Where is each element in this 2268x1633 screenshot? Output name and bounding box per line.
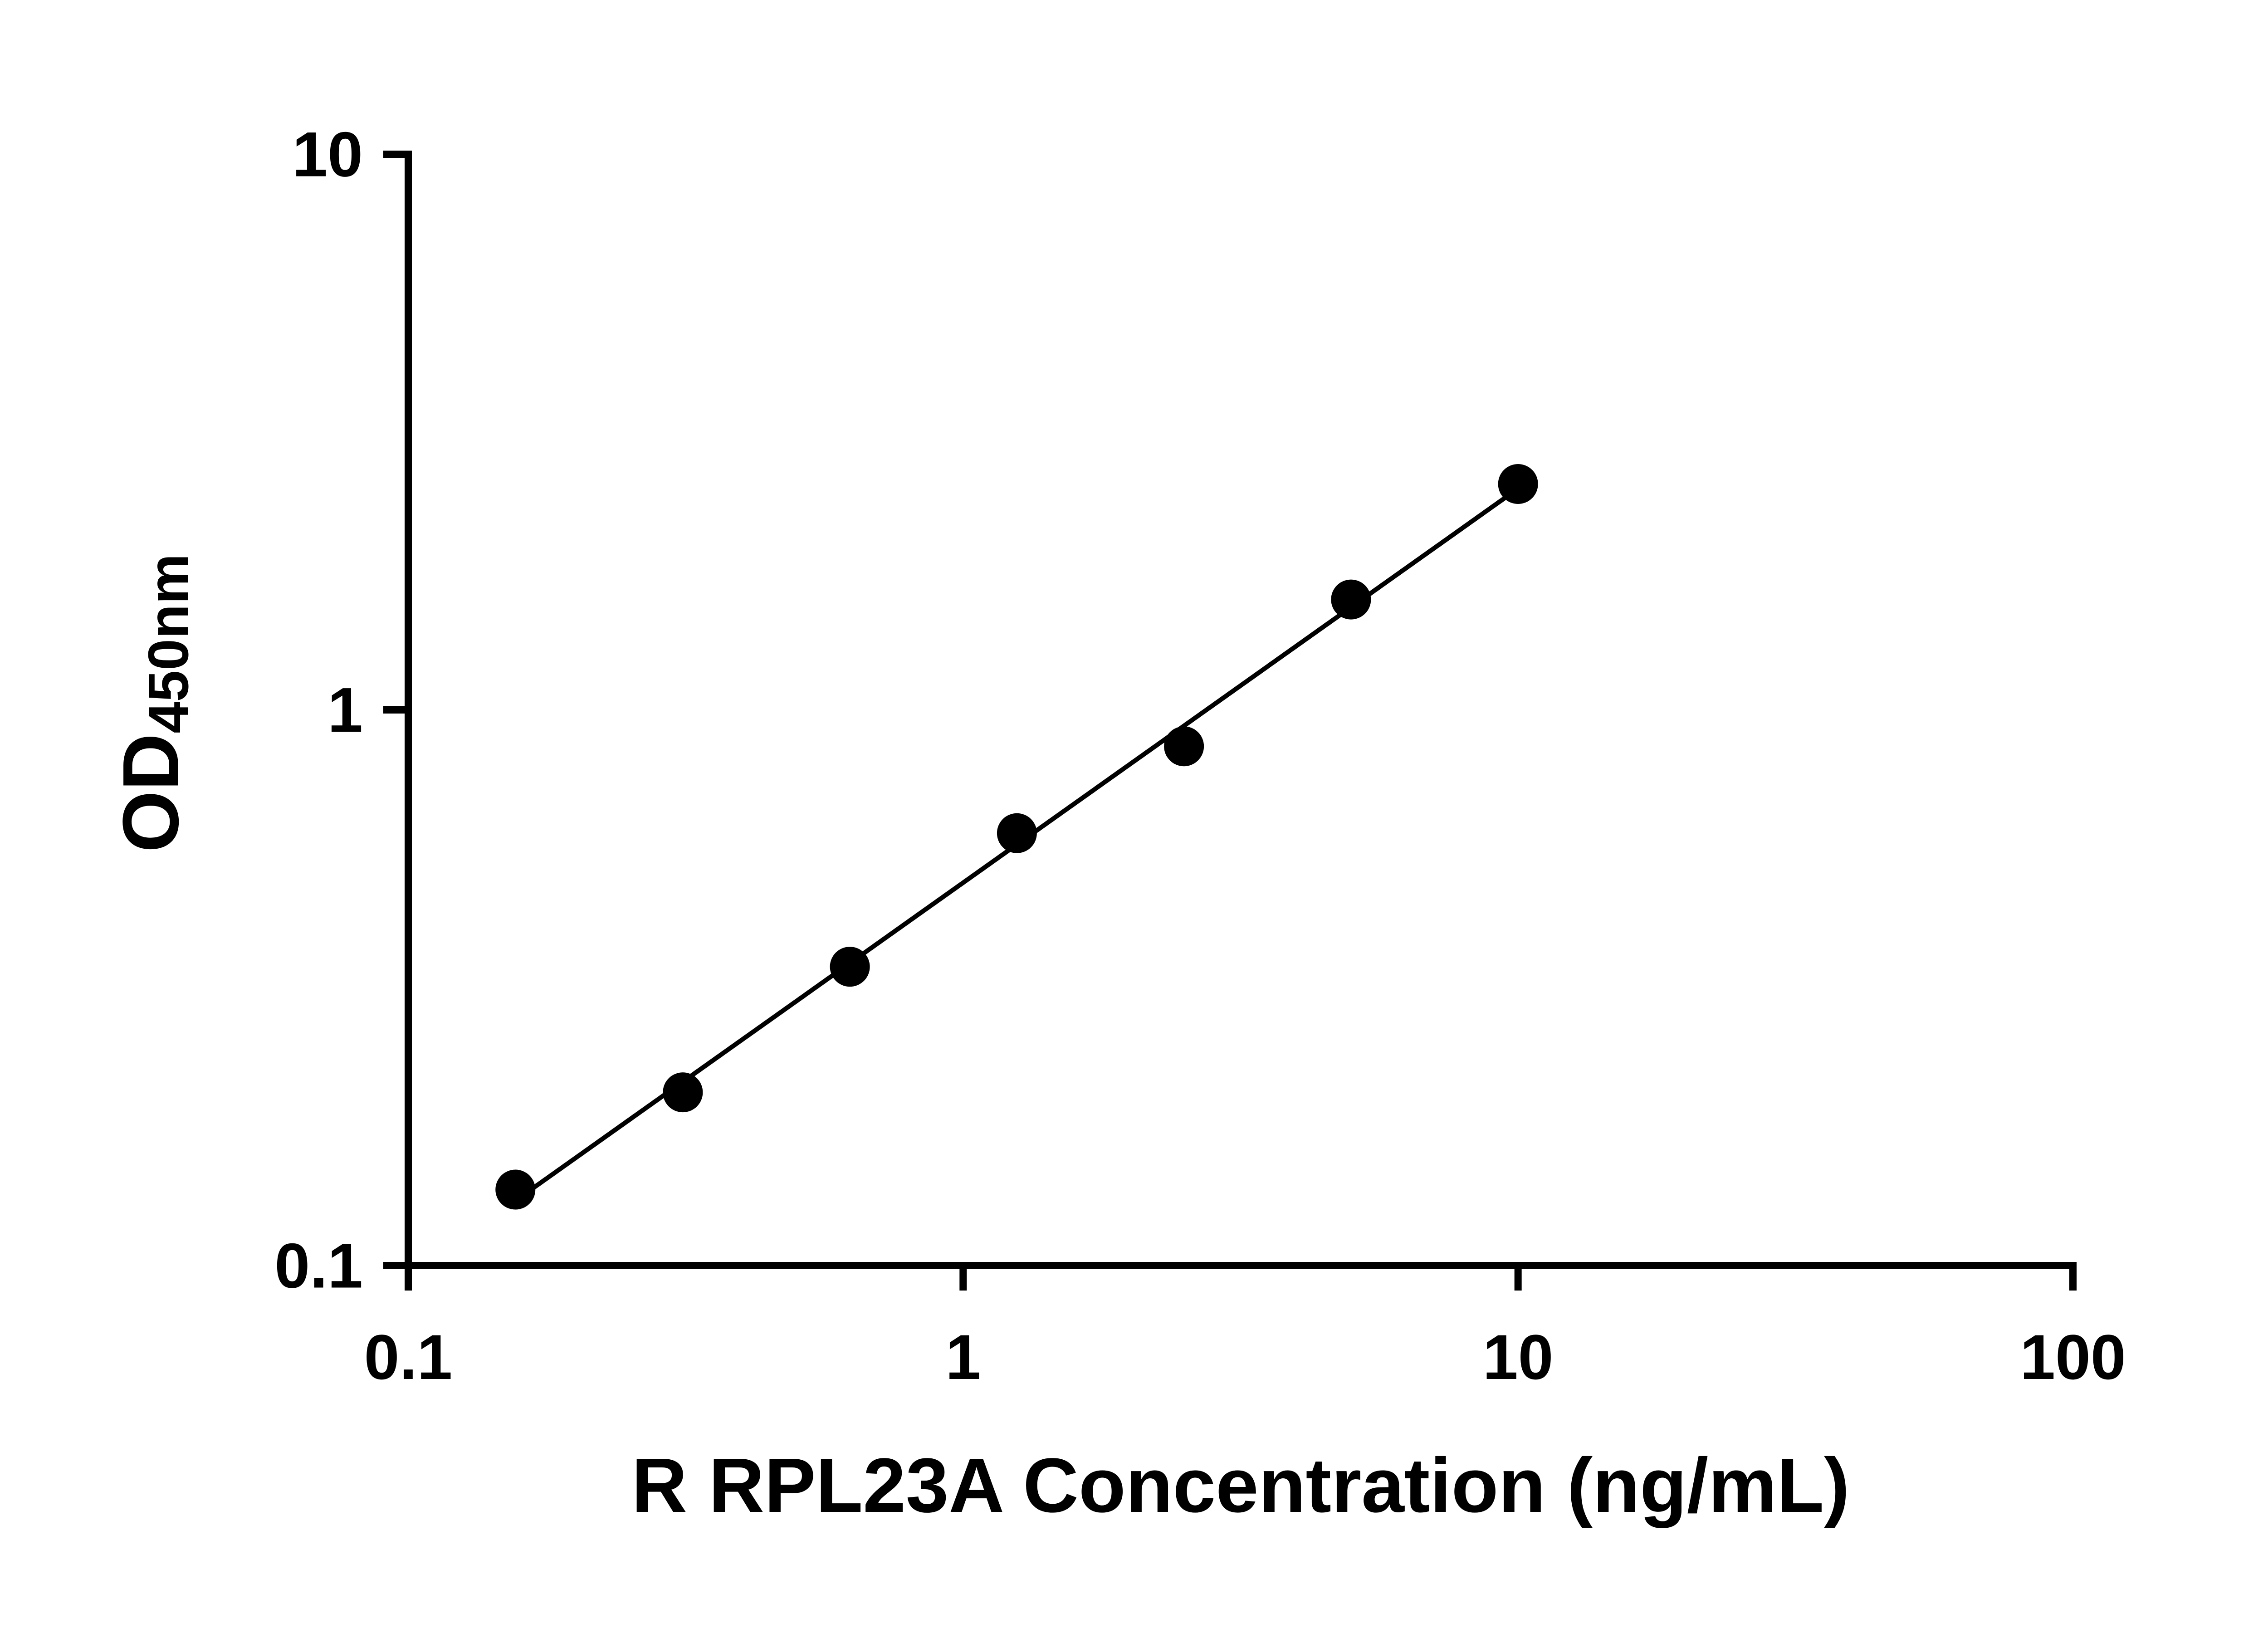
y-axis-title: OD450nm	[107, 553, 200, 853]
y-axis-title-main: OD	[107, 733, 196, 853]
x-tick-label: 0.1	[364, 1321, 453, 1393]
x-tick-label: 10	[1483, 1321, 1554, 1393]
x-axis-title: R RPL23A Concentration (ng/mL)	[631, 1442, 1850, 1529]
y-tick-label: 10	[292, 119, 363, 190]
data-point	[1331, 579, 1371, 620]
data-point	[830, 947, 870, 987]
data-point	[663, 1072, 703, 1113]
data-point	[495, 1169, 536, 1210]
y-axis-title-subscript: 450nm	[137, 553, 200, 733]
y-tick-label: 0.1	[274, 1230, 363, 1301]
x-tick-label: 1	[945, 1321, 981, 1393]
y-tick-label: 1	[327, 675, 363, 746]
data-point	[997, 813, 1037, 853]
x-tick-label: 100	[2020, 1321, 2126, 1393]
data-point	[1164, 726, 1204, 767]
data-point	[1498, 464, 1538, 504]
